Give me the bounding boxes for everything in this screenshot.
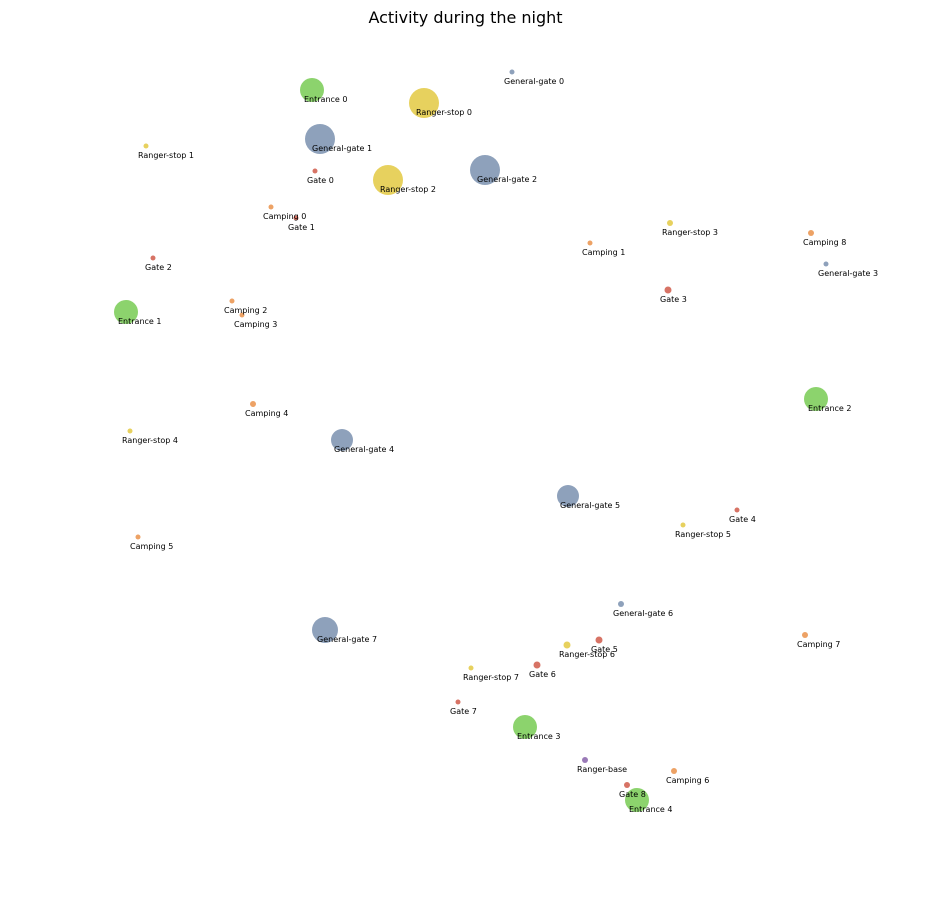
point-ranger-stop-0	[409, 88, 439, 118]
label-general-gate-2: General-gate 2	[477, 175, 537, 184]
point-gate-6	[533, 661, 541, 669]
label-entrance-1: Entrance 1	[118, 317, 161, 326]
point-ranger-stop-6	[563, 641, 571, 649]
label-gate-7: Gate 7	[450, 707, 477, 716]
label-entrance-0: Entrance 0	[304, 95, 347, 104]
point-ranger-stop-2	[373, 165, 403, 195]
point-camping-7	[802, 632, 808, 638]
label-gate-4: Gate 4	[729, 515, 756, 524]
label-ranger-stop-6: Ranger-stop 6	[559, 650, 615, 659]
point-camping-0	[268, 204, 274, 210]
label-camping-0: Camping 0	[263, 212, 306, 221]
label-general-gate-7: General-gate 7	[317, 635, 377, 644]
label-gate-3: Gate 3	[660, 295, 687, 304]
point-camping-5	[135, 534, 141, 540]
point-camping-6	[671, 768, 677, 774]
label-ranger-stop-7: Ranger-stop 7	[463, 673, 519, 682]
point-ranger-stop-3	[667, 220, 673, 226]
label-ranger-stop-3: Ranger-stop 3	[662, 228, 718, 237]
label-general-gate-1: General-gate 1	[312, 144, 372, 153]
point-ranger-stop-1	[143, 143, 149, 149]
label-ranger-stop-2: Ranger-stop 2	[380, 185, 436, 194]
point-gate-2	[150, 255, 156, 261]
label-entrance-2: Entrance 2	[808, 404, 851, 413]
point-gate-8	[624, 782, 630, 788]
point-entrance-0	[300, 78, 324, 102]
point-entrance-2	[804, 387, 828, 411]
point-entrance-4	[625, 788, 649, 812]
label-general-gate-5: General-gate 5	[560, 501, 620, 510]
point-gate-5	[595, 636, 603, 644]
point-ranger-base	[582, 757, 588, 763]
point-entrance-3	[513, 715, 537, 739]
label-camping-4: Camping 4	[245, 409, 288, 418]
point-camping-1	[587, 240, 593, 246]
chart-title: Activity during the night	[368, 8, 563, 27]
point-general-gate-3	[823, 261, 829, 267]
point-general-gate-2	[470, 155, 500, 185]
label-general-gate-0: General-gate 0	[504, 77, 564, 86]
point-ranger-stop-5	[680, 522, 686, 528]
label-camping-1: Camping 1	[582, 248, 625, 257]
point-gate-0	[312, 168, 318, 174]
label-entrance-3: Entrance 3	[517, 732, 560, 741]
label-gate-5: Gate 5	[591, 645, 618, 654]
label-general-gate-6: General-gate 6	[613, 609, 673, 618]
label-gate-0: Gate 0	[307, 176, 334, 185]
label-camping-8: Camping 8	[803, 238, 846, 247]
point-gate-1	[293, 215, 299, 221]
point-general-gate-7	[312, 617, 338, 643]
point-camping-2	[229, 298, 235, 304]
label-camping-5: Camping 5	[130, 542, 173, 551]
label-ranger-stop-1: Ranger-stop 1	[138, 151, 194, 160]
label-general-gate-4: General-gate 4	[334, 445, 394, 454]
point-gate-7	[455, 699, 461, 705]
label-camping-7: Camping 7	[797, 640, 840, 649]
point-gate-4	[734, 507, 740, 513]
point-camping-8	[808, 230, 814, 236]
point-general-gate-0	[509, 69, 515, 75]
point-general-gate-1	[305, 124, 335, 154]
label-gate-2: Gate 2	[145, 263, 172, 272]
point-gate-3	[664, 286, 672, 294]
label-entrance-4: Entrance 4	[629, 805, 672, 814]
point-camping-3	[239, 312, 245, 318]
label-gate-8: Gate 8	[619, 790, 646, 799]
point-general-gate-4	[331, 429, 353, 451]
label-ranger-stop-0: Ranger-stop 0	[416, 108, 472, 117]
label-ranger-stop-4: Ranger-stop 4	[122, 436, 178, 445]
point-general-gate-6	[618, 601, 624, 607]
label-camping-2: Camping 2	[224, 306, 267, 315]
label-gate-1: Gate 1	[288, 223, 315, 232]
label-camping-6: Camping 6	[666, 776, 709, 785]
label-ranger-stop-5: Ranger-stop 5	[675, 530, 731, 539]
point-general-gate-5	[557, 485, 579, 507]
point-entrance-1	[114, 300, 138, 324]
point-camping-4	[250, 401, 256, 407]
label-general-gate-3: General-gate 3	[818, 269, 878, 278]
label-camping-3: Camping 3	[234, 320, 277, 329]
label-gate-6: Gate 6	[529, 670, 556, 679]
point-ranger-stop-7	[468, 665, 474, 671]
point-ranger-stop-4	[127, 428, 133, 434]
label-ranger-base: Ranger-base	[577, 765, 627, 774]
